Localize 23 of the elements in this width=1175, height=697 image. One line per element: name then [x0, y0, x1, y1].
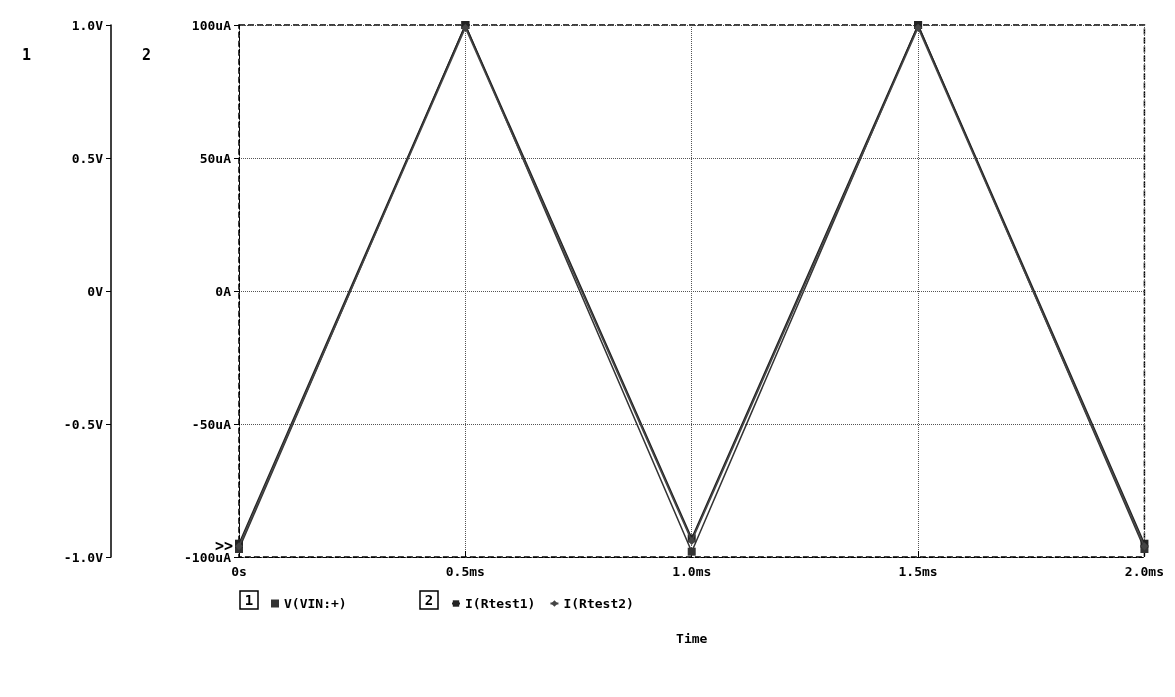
y2-tick-label: 0V [87, 283, 104, 299]
y-tick-label: -100uA [184, 549, 232, 565]
x-tick-label: 2.0ms [1124, 564, 1164, 579]
y-tick-label: 0A [215, 283, 232, 299]
x-tick-label: 0.5ms [445, 564, 485, 579]
x-tick-label: 1.5ms [898, 564, 938, 579]
y2-tick-label: -0.5V [63, 416, 104, 432]
legend-label: V(VIN:+) [284, 596, 347, 611]
y-tick-label: 50uA [199, 150, 232, 166]
text: 2 [424, 592, 434, 608]
x-tick-label: 1.0ms [672, 564, 712, 579]
y-tick-label: -50uA [191, 416, 232, 432]
text: 1 [244, 592, 254, 608]
y2-tick-label: -1.0V [63, 549, 104, 565]
legend-label: I(Rtest2) [563, 596, 634, 611]
x-tick-label: 0s [231, 564, 247, 579]
text: 1 [22, 46, 32, 64]
y2-tick-label: 1.0V [71, 17, 104, 33]
legend-label: I(Rtest1) [465, 596, 536, 611]
y2-tick-label: 0.5V [71, 150, 104, 166]
y-tick-label: 100uA [191, 17, 232, 33]
x-axis-title: Time [676, 631, 708, 646]
text: 2 [142, 46, 152, 64]
